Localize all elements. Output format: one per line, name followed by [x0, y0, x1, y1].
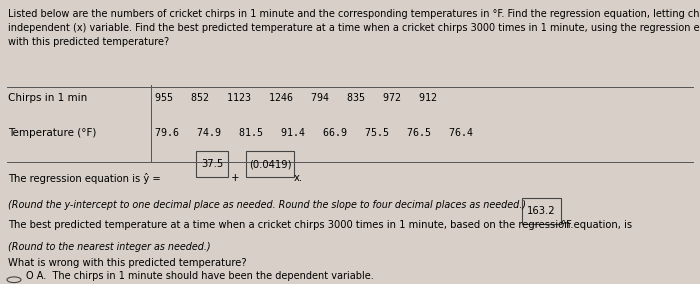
FancyBboxPatch shape	[246, 151, 294, 177]
Text: (Round to the nearest integer as needed.): (Round to the nearest integer as needed.…	[8, 242, 211, 252]
Text: 37.5: 37.5	[201, 159, 223, 169]
Text: +: +	[228, 173, 243, 183]
Text: Listed below are the numbers of cricket chirps in 1 minute and the corresponding: Listed below are the numbers of cricket …	[8, 9, 700, 47]
Text: 955   852   1123   1246   794   835   972   912: 955 852 1123 1246 794 835 972 912	[155, 93, 438, 103]
Text: (Round the y-intercept to one decimal place as needed. Round the slope to four d: (Round the y-intercept to one decimal pl…	[8, 200, 526, 210]
Text: x.: x.	[294, 173, 303, 183]
Text: What is wrong with this predicted temperature?: What is wrong with this predicted temper…	[8, 258, 247, 268]
Text: The regression equation is ŷ =: The regression equation is ŷ =	[8, 173, 164, 184]
FancyBboxPatch shape	[196, 151, 228, 177]
FancyBboxPatch shape	[522, 198, 561, 224]
Text: O A.  The chirps in 1 minute should have been the dependent variable.: O A. The chirps in 1 minute should have …	[26, 271, 374, 281]
Text: °F.: °F.	[561, 220, 574, 230]
Text: Chirps in 1 min: Chirps in 1 min	[8, 93, 88, 103]
Text: Temperature (°F): Temperature (°F)	[8, 128, 97, 138]
Text: 79.6   74.9   81.5   91.4   66.9   75.5   76.5   76.4: 79.6 74.9 81.5 91.4 66.9 75.5 76.5 76.4	[155, 128, 473, 138]
Text: The best predicted temperature at a time when a cricket chirps 3000 times in 1 m: The best predicted temperature at a time…	[8, 220, 633, 230]
Text: 163.2: 163.2	[527, 206, 555, 216]
Text: (0.0419): (0.0419)	[249, 159, 291, 169]
